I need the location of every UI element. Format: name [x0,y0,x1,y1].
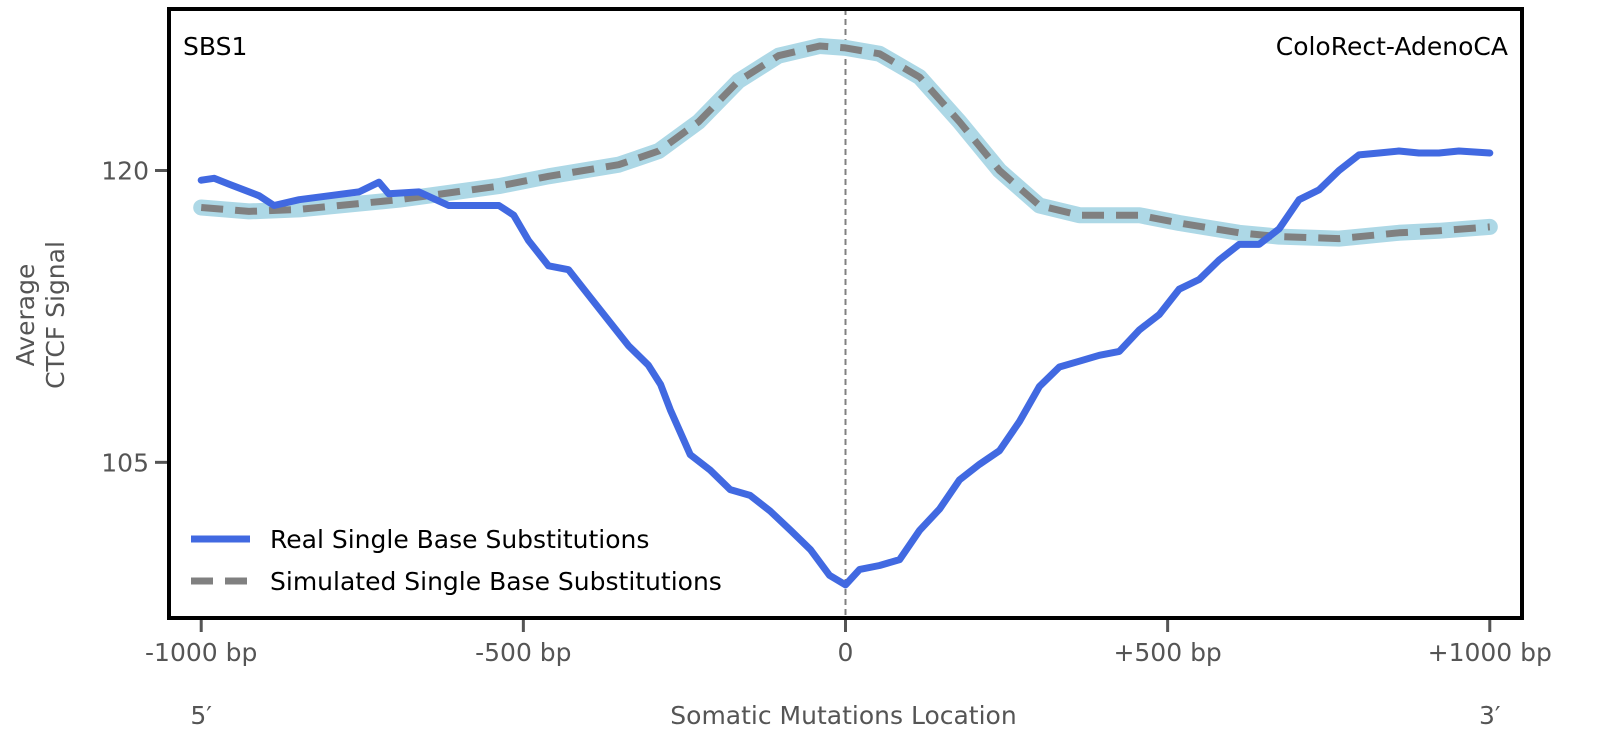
y-axis-label-line2: CTCF Signal [41,241,70,389]
signature-label: SBS1 [183,32,247,61]
y-axis-label-line1: Average [11,264,40,367]
three-prime-label: 3′ [1479,701,1501,730]
x-axis-label: Somatic Mutations Location [670,701,1016,730]
legend-real-label: Real Single Base Substitutions [270,525,649,554]
plot-frame [167,7,1524,620]
y-axis: 105 120 [101,156,167,477]
y-tick-label: 120 [101,156,149,185]
x-tick-label: -1000 bp [145,638,257,667]
real-series-line [197,147,1494,589]
x-tick-label: -500 bp [475,638,571,667]
five-prime-label: 5′ [190,701,212,730]
x-tick-label: +1000 bp [1428,638,1552,667]
x-tick-label: 0 [838,638,854,667]
legend-simulated-label: Simulated Single Base Substitutions [270,567,722,596]
legend: Real Single Base Substitutions Simulated… [191,525,722,596]
x-axis: -1000 bp -500 bp 0 +500 bp +1000 bp [145,620,1552,667]
series-group [193,38,1498,589]
cancer-type-label: ColoRect-AdenoCA [1276,32,1508,61]
y-tick-label: 105 [101,448,149,477]
x-tick-label: +500 bp [1113,638,1221,667]
